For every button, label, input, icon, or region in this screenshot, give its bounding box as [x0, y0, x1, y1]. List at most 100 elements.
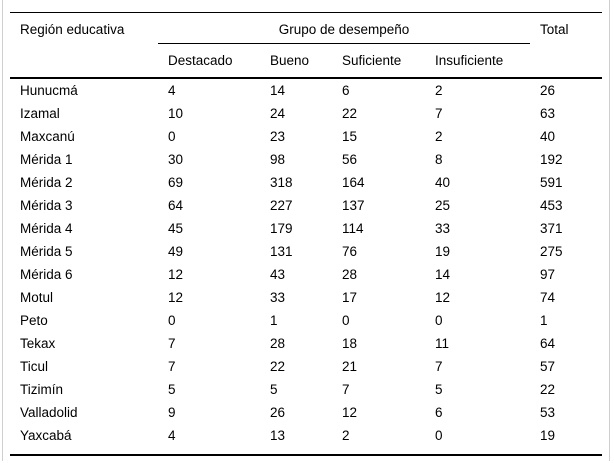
value-cell: 56 — [342, 152, 358, 167]
value-cell: 7 — [168, 359, 176, 374]
value-cell: 179 — [270, 221, 293, 236]
subheader-bueno: Bueno — [270, 53, 310, 68]
value-cell: 28 — [270, 336, 286, 351]
total-cell: 74 — [540, 290, 556, 305]
value-cell: 33 — [270, 290, 286, 305]
value-cell: 43 — [270, 267, 286, 282]
value-cell: 12 — [342, 405, 358, 420]
value-cell: 0 — [168, 313, 176, 328]
value-cell: 4 — [168, 83, 176, 98]
value-cell: 5 — [168, 382, 176, 397]
value-cell: 131 — [270, 244, 293, 259]
header-row-group: Región educativa Grupo de desempeño Tota… — [10, 12, 602, 44]
total-cell: 1 — [540, 313, 548, 328]
total-column-header: Total — [540, 22, 569, 37]
total-cell: 591 — [540, 175, 563, 190]
value-cell: 15 — [342, 129, 358, 144]
table-row: Hunucmá 4 14 6 2 26 — [10, 78, 602, 102]
region-cell: Mérida 4 — [20, 221, 73, 236]
table-body: Hunucmá 4 14 6 2 26 Izamal 10 24 22 7 63… — [10, 78, 602, 455]
value-cell: 2 — [435, 129, 443, 144]
value-cell: 49 — [168, 244, 184, 259]
table-row: Ticul 7 22 21 7 57 — [10, 355, 602, 378]
value-cell: 164 — [342, 175, 365, 190]
total-cell: 453 — [540, 198, 563, 213]
table-row: Mérida 1 30 98 56 8 192 — [10, 148, 602, 171]
value-cell: 40 — [435, 175, 451, 190]
table-row: Yaxcabá 4 13 2 0 19 — [10, 424, 602, 455]
value-cell: 13 — [270, 428, 286, 443]
region-cell: Tizimín — [20, 382, 63, 397]
value-cell: 26 — [270, 405, 286, 420]
value-cell: 2 — [342, 428, 350, 443]
region-cell: Hunucmá — [20, 83, 78, 98]
region-cell: Izamal — [20, 106, 60, 121]
value-cell: 33 — [435, 221, 451, 236]
table-row: Mérida 2 69 318 164 40 591 — [10, 171, 602, 194]
value-cell: 28 — [342, 267, 358, 282]
performance-group-header: Grupo de desempeño — [158, 12, 531, 44]
value-cell: 45 — [168, 221, 184, 236]
table-row: Mérida 4 45 179 114 33 371 — [10, 217, 602, 240]
value-cell: 9 — [168, 405, 176, 420]
region-cell: Mérida 5 — [20, 244, 73, 259]
value-cell: 76 — [342, 244, 358, 259]
table-row: Motul 12 33 17 12 74 — [10, 286, 602, 309]
region-cell: Mérida 6 — [20, 267, 73, 282]
value-cell: 0 — [342, 313, 350, 328]
table-row: Maxcanú 0 23 15 2 40 — [10, 125, 602, 148]
value-cell: 7 — [168, 336, 176, 351]
total-cell: 97 — [540, 267, 556, 282]
total-cell: 275 — [540, 244, 563, 259]
performance-by-region-table: Región educativa Grupo de desempeño Tota… — [10, 12, 603, 456]
region-cell: Ticul — [20, 359, 49, 374]
value-cell: 2 — [435, 83, 443, 98]
total-cell: 57 — [540, 359, 556, 374]
total-cell: 63 — [540, 106, 556, 121]
value-cell: 227 — [270, 198, 293, 213]
value-cell: 21 — [342, 359, 358, 374]
value-cell: 25 — [435, 198, 451, 213]
total-cell: 53 — [540, 405, 556, 420]
value-cell: 0 — [435, 313, 443, 328]
table-row: Mérida 5 49 131 76 19 275 — [10, 240, 602, 263]
region-cell: Yaxcabá — [20, 428, 72, 443]
value-cell: 7 — [435, 359, 443, 374]
value-cell: 64 — [168, 198, 184, 213]
region-cell: Maxcanú — [20, 129, 75, 144]
value-cell: 14 — [435, 267, 451, 282]
table-row: Valladolid 9 26 12 6 53 — [10, 401, 602, 424]
value-cell: 12 — [168, 267, 184, 282]
table-row: Peto 0 1 0 0 1 — [10, 309, 602, 332]
subheader-insuficiente: Insuficiente — [435, 53, 504, 68]
value-cell: 98 — [270, 152, 286, 167]
value-cell: 5 — [270, 382, 278, 397]
total-cell: 22 — [540, 382, 556, 397]
value-cell: 30 — [168, 152, 184, 167]
region-cell: Valladolid — [20, 405, 78, 420]
value-cell: 22 — [342, 106, 358, 121]
value-cell: 22 — [270, 359, 286, 374]
total-cell: 371 — [540, 221, 563, 236]
value-cell: 12 — [168, 290, 184, 305]
table-row: Tizimín 5 5 7 5 22 — [10, 378, 602, 401]
value-cell: 7 — [342, 382, 350, 397]
table-row: Mérida 3 64 227 137 25 453 — [10, 194, 602, 217]
value-cell: 4 — [168, 428, 176, 443]
value-cell: 137 — [342, 198, 365, 213]
value-cell: 7 — [435, 106, 443, 121]
table-row: Mérida 6 12 43 28 14 97 — [10, 263, 602, 286]
table-header: Región educativa Grupo de desempeño Tota… — [10, 12, 603, 78]
region-cell: Mérida 3 — [20, 198, 73, 213]
total-cell: 40 — [540, 129, 556, 144]
value-cell: 69 — [168, 175, 184, 190]
value-cell: 24 — [270, 106, 286, 121]
total-cell: 26 — [540, 83, 556, 98]
region-cell: Mérida 1 — [20, 152, 73, 167]
value-cell: 6 — [342, 83, 350, 98]
subheader-destacado: Destacado — [168, 53, 233, 68]
value-cell: 114 — [342, 221, 364, 236]
region-cell: Tekax — [20, 336, 56, 351]
value-cell: 11 — [435, 336, 450, 351]
value-cell: 0 — [168, 129, 176, 144]
